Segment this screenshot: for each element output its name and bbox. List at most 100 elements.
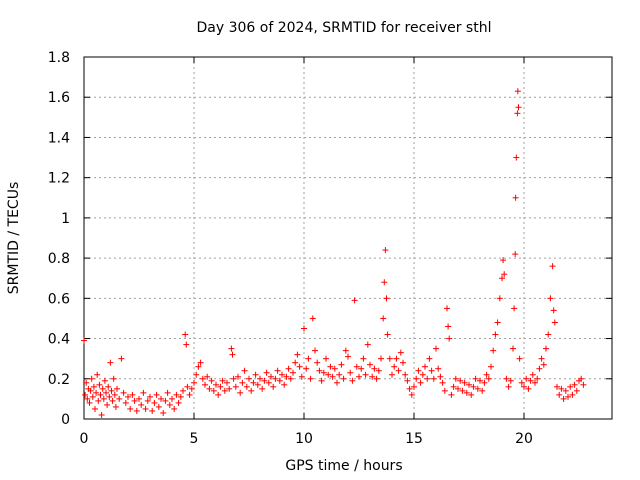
- data-point: [307, 375, 314, 382]
- data-point: [122, 399, 129, 406]
- data-point: [246, 375, 252, 382]
- data-point: [527, 377, 534, 384]
- data-point: [164, 389, 171, 396]
- data-point: [316, 367, 323, 374]
- data-point: [180, 387, 186, 394]
- data-point: [439, 379, 446, 386]
- data-point: [140, 389, 147, 396]
- data-point: [305, 355, 312, 362]
- data-point: [353, 363, 360, 370]
- data-point: [87, 387, 94, 394]
- x-axis: 0 5 10 15 20: [80, 57, 533, 447]
- data-point: [364, 341, 371, 348]
- data-point: [446, 335, 453, 342]
- data-point: [82, 391, 89, 398]
- data-point: [96, 381, 103, 388]
- data-point: [230, 375, 237, 382]
- data-point: [571, 381, 578, 388]
- data-point: [294, 351, 301, 358]
- data-point: [367, 361, 373, 368]
- data-point: [186, 391, 193, 398]
- data-point: [158, 395, 164, 402]
- chart-title: Day 306 of 2024, SRMTID for receiver sth…: [197, 20, 492, 36]
- data-point: [543, 345, 549, 352]
- data-point: [98, 411, 105, 418]
- data-point: [511, 305, 518, 312]
- data-point: [549, 263, 556, 270]
- data-point: [426, 355, 433, 362]
- data-point: [503, 375, 510, 382]
- data-point: [290, 369, 296, 376]
- y-tick-label: 1.6: [48, 90, 70, 106]
- data-point: [120, 389, 127, 396]
- data-point: [397, 349, 404, 356]
- data-point: [349, 377, 356, 384]
- data-point: [428, 367, 435, 374]
- data-point: [461, 379, 468, 386]
- data-point: [147, 393, 153, 400]
- x-tick-label: 0: [80, 431, 89, 447]
- data-point: [513, 154, 520, 161]
- data-point: [424, 375, 431, 382]
- data-point: [173, 391, 180, 398]
- x-axis-label: GPS time / hours: [285, 458, 402, 474]
- data-point: [232, 383, 239, 390]
- data-point: [104, 401, 111, 408]
- data-point: [331, 365, 338, 372]
- data-point: [336, 371, 343, 378]
- data-point: [252, 371, 259, 378]
- data-point: [228, 345, 235, 352]
- data-point: [345, 353, 351, 360]
- data-point: [389, 371, 395, 378]
- data-point: [106, 393, 113, 400]
- data-point: [274, 367, 281, 374]
- data-point: [516, 355, 523, 362]
- data-point: [175, 399, 182, 406]
- data-point: [435, 365, 442, 372]
- data-point: [197, 359, 204, 366]
- data-point: [369, 373, 376, 380]
- data-point: [257, 375, 263, 382]
- data-point: [114, 385, 120, 392]
- data-point: [133, 407, 140, 414]
- data-point: [452, 375, 459, 382]
- data-point: [547, 295, 554, 302]
- x-tick-label: 10: [295, 431, 313, 447]
- data-point: [213, 381, 219, 388]
- data-point: [116, 395, 123, 402]
- data-point: [206, 385, 213, 392]
- data-point: [441, 387, 448, 394]
- data-point: [578, 375, 585, 382]
- data-point: [417, 379, 424, 386]
- data-point: [210, 387, 217, 394]
- data-point: [406, 385, 413, 392]
- data-point: [95, 397, 102, 404]
- data-point: [501, 271, 508, 278]
- data-point: [183, 341, 190, 348]
- data-point: [556, 391, 563, 398]
- data-point: [329, 373, 336, 380]
- data-point: [229, 351, 236, 358]
- data-point: [340, 375, 347, 382]
- data-point: [107, 359, 114, 366]
- data-point: [558, 385, 565, 392]
- y-tick-label: 0.2: [48, 372, 70, 388]
- data-point: [97, 391, 104, 398]
- data-point: [523, 375, 530, 382]
- data-point: [358, 365, 365, 372]
- data-point: [169, 395, 175, 402]
- data-point: [93, 389, 100, 396]
- data-point: [99, 385, 106, 392]
- data-point: [472, 375, 479, 382]
- data-point: [402, 371, 409, 378]
- data-point: [342, 347, 349, 354]
- data-point: [362, 371, 369, 378]
- data-point: [381, 279, 388, 286]
- data-point: [151, 399, 158, 406]
- data-point: [303, 365, 310, 372]
- y-axis: 0 0.2 0.4 0.6 0.8 1 1.2 1.4 1.6 1.8: [48, 50, 612, 428]
- data-point: [89, 393, 96, 400]
- data-point: [94, 371, 101, 378]
- data-point: [529, 371, 536, 378]
- data-point: [545, 331, 552, 338]
